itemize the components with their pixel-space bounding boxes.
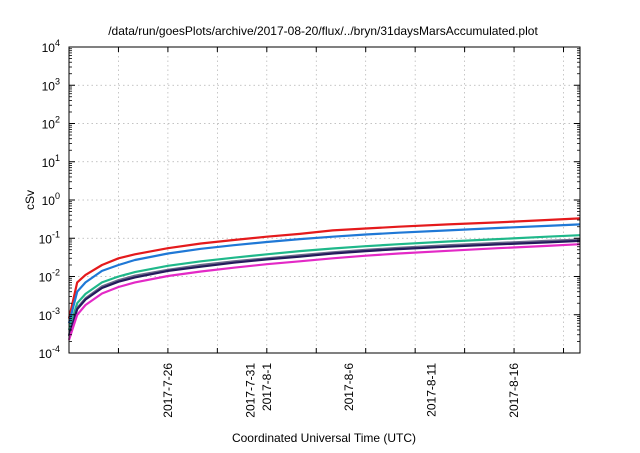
y-tick-label: 10-2 <box>39 268 60 285</box>
series-line-5 <box>67 239 581 337</box>
x-tick-label: 2017-7-31 <box>243 363 257 418</box>
y-ticks-layer: 10-4 10-3 10-2 10-1 100 101 102 103 104 <box>39 38 580 361</box>
y-tick-label: 102 <box>42 115 60 132</box>
y-tick-label: 10-3 <box>39 306 60 323</box>
x-tick-label: 2017-8-6 <box>342 363 356 411</box>
x-tick-label: 2017-8-11 <box>425 363 439 417</box>
y-tick-label: 10-1 <box>39 229 60 246</box>
x-tick-label: 2017-7-26 <box>161 363 175 418</box>
y-tick-label: 104 <box>42 38 60 55</box>
y-tick-label: 10-4 <box>39 344 60 361</box>
series-line-1 <box>67 217 581 319</box>
chart-title: /data/run/goesPlots/archive/2017-08-20/f… <box>108 24 538 38</box>
grid-layer <box>69 47 580 353</box>
x-ticks-layer: 2017-7-26 2017-7-31 2017-8-1 2017-8-6 2017-8… <box>117 47 565 418</box>
y-tick-label: 101 <box>42 153 60 170</box>
series-line-4 <box>67 238 581 336</box>
series-line-6 <box>67 243 581 341</box>
series-layer <box>67 217 581 341</box>
series-line-3 <box>67 234 581 331</box>
x-tick-label: 2017-8-16 <box>507 363 521 418</box>
y-axis-label: cSv <box>23 190 37 210</box>
y-tick-label: 100 <box>42 191 60 208</box>
x-axis-label: Coordinated Universal Time (UTC) <box>232 431 416 445</box>
x-tick-label: 2017-8-1 <box>260 363 274 411</box>
series-line-2 <box>67 223 581 324</box>
y-tick-label: 103 <box>42 76 60 93</box>
